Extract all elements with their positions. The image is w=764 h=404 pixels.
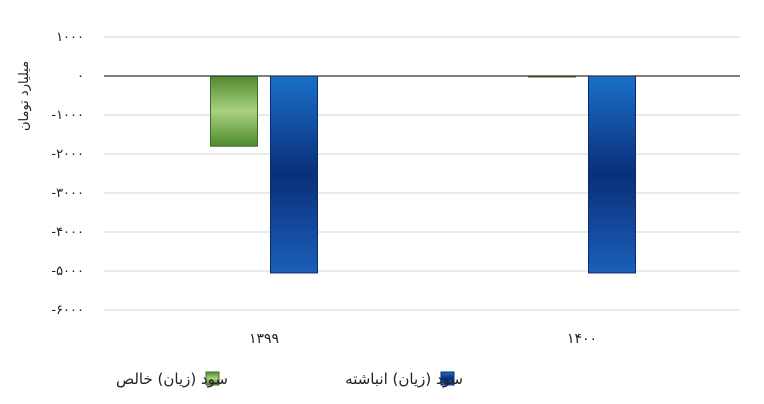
bars [210,75,636,274]
x-category-label: ۱۳۹۹ [249,331,279,347]
legend: سود (زیان) خالص سود (زیان) انباشته [116,370,463,388]
bar-accumulated-profit-0 [270,75,318,274]
legend-swatch [440,371,455,386]
y-tick-label: ۱۰۰۰ [56,30,84,45]
legend-swatch [205,371,220,386]
x-category-label: ۱۴۰۰ [567,331,597,347]
y-tick-label: ۰ [77,69,84,84]
y-tick-label: -۲۰۰۰ [51,147,84,162]
legend-label: سود (زیان) انباشته [345,370,463,388]
bar-accumulated-profit-1 [588,75,636,274]
legend-label: سود (زیان) خالص [116,370,228,388]
x-axis-labels: ۱۳۹۹ ۱۴۰۰ [249,331,597,347]
gridlines [104,36,740,311]
y-tick-label: -۳۰۰۰ [51,186,84,201]
y-tick-label: -۶۰۰۰ [51,303,84,318]
y-axis-title: میلیارد تومان [17,61,32,131]
bar-net-profit-0 [210,75,258,147]
y-tick-label: -۱۰۰۰ [51,108,84,123]
y-tick-label: -۵۰۰۰ [51,264,84,279]
y-tick-label: -۴۰۰۰ [51,225,84,240]
y-axis-ticks: ۱۰۰۰ ۰ -۱۰۰۰ -۲۰۰۰ -۳۰۰۰ -۴۰۰۰ -۵۰۰۰ -۶۰۰۰ [51,30,84,318]
